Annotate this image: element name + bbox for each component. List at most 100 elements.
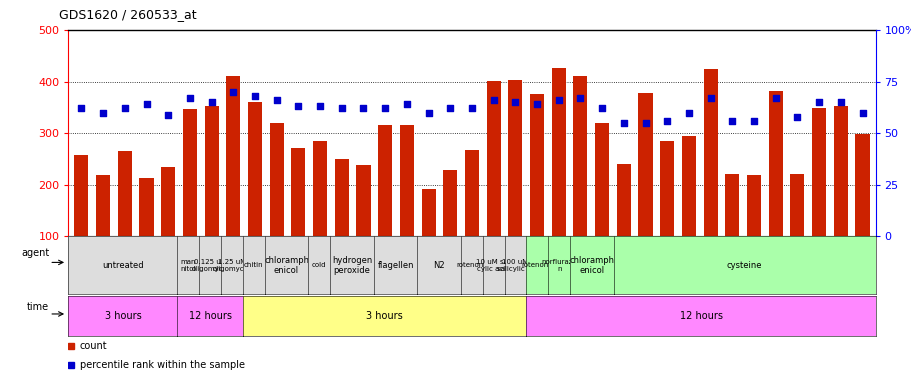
Point (551, 97, 566, 103)
Text: percentile rank within the sample: percentile rank within the sample (80, 360, 244, 369)
Point (139, 101, 154, 107)
Point (507, 99, 522, 105)
Point (724, 118, 739, 124)
Point (464, 105, 479, 111)
Bar (312, 141, 327, 236)
Bar (443, 170, 456, 236)
Text: 3 hours: 3 hours (366, 311, 403, 321)
Bar (507, 80, 522, 236)
Point (160, 112, 175, 118)
Point (269, 97, 283, 103)
Text: rotenone: rotenone (521, 262, 553, 268)
Text: agent: agent (21, 248, 49, 258)
Point (421, 110, 435, 116)
Point (811, 99, 825, 105)
Bar (421, 189, 435, 236)
Text: 3 hours: 3 hours (105, 311, 141, 321)
Point (855, 110, 869, 116)
Point (377, 105, 392, 111)
Text: 12 hours: 12 hours (679, 311, 722, 321)
Text: hydrogen
peroxide: hydrogen peroxide (332, 256, 372, 275)
Bar (291, 148, 305, 236)
Text: norflurazo
n: norflurazo n (541, 259, 577, 272)
Point (789, 114, 804, 120)
Bar (118, 151, 132, 236)
Bar (226, 76, 241, 236)
Text: chitin: chitin (244, 262, 263, 268)
Bar (248, 102, 261, 236)
Text: chloramph
enicol: chloramph enicol (264, 256, 309, 275)
Text: untreated: untreated (102, 261, 144, 270)
Text: 12 hours: 12 hours (189, 311, 231, 321)
Point (312, 103, 327, 110)
Point (291, 103, 305, 110)
Bar (638, 93, 652, 236)
Text: time: time (27, 302, 49, 312)
Point (182, 95, 197, 101)
Text: 100 uM
salicylic ac: 100 uM salicylic ac (496, 259, 534, 272)
Text: man
nitol: man nitol (180, 259, 196, 272)
Point (572, 95, 587, 101)
Bar (182, 110, 197, 236)
Bar (356, 165, 370, 236)
Point (681, 110, 695, 116)
Bar (529, 94, 544, 236)
Point (118, 105, 132, 111)
Point (702, 95, 717, 101)
Point (204, 99, 219, 105)
Bar (573, 76, 587, 236)
Text: N2: N2 (433, 261, 445, 270)
Point (399, 101, 414, 107)
Text: 0.125 uM
oligomycin: 0.125 uM oligomycin (191, 259, 229, 272)
Point (616, 120, 630, 126)
Text: count: count (80, 341, 107, 351)
Bar (139, 178, 153, 236)
Bar (96, 176, 110, 236)
Bar (855, 134, 868, 236)
Point (594, 105, 609, 111)
Bar (334, 159, 348, 236)
Bar (768, 91, 782, 236)
Bar (551, 68, 565, 236)
Bar (746, 175, 761, 236)
Bar (161, 167, 175, 236)
Text: rotenone: rotenone (456, 262, 487, 268)
Point (833, 99, 847, 105)
Bar (616, 164, 630, 236)
Point (248, 93, 262, 99)
Bar (378, 125, 392, 236)
Bar (790, 174, 804, 236)
Bar (595, 123, 609, 236)
Point (334, 105, 349, 111)
Text: 10 uM sali
cylic acid: 10 uM sali cylic acid (476, 259, 511, 272)
Point (529, 101, 544, 107)
Bar (204, 106, 219, 236)
Bar (681, 136, 695, 236)
Bar (75, 155, 88, 236)
Text: cysteine: cysteine (726, 261, 762, 270)
Bar (660, 141, 673, 236)
Bar (833, 106, 847, 236)
Point (226, 89, 241, 95)
Point (660, 118, 674, 124)
Bar (486, 81, 500, 236)
Text: GDS1620 / 260533_at: GDS1620 / 260533_at (59, 8, 197, 21)
Bar (724, 174, 739, 236)
Bar (811, 108, 825, 236)
Text: cold: cold (312, 262, 326, 268)
Bar (399, 125, 414, 236)
Bar (465, 150, 478, 236)
Bar (702, 69, 717, 236)
Bar (270, 123, 283, 236)
Point (638, 120, 652, 126)
Point (356, 105, 371, 111)
Point (96, 110, 110, 116)
Text: 1.25 uM
oligomycin: 1.25 uM oligomycin (212, 259, 251, 272)
Point (74, 105, 88, 111)
Point (443, 105, 457, 111)
Text: flagellen: flagellen (377, 261, 414, 270)
Point (746, 118, 761, 124)
Point (768, 95, 783, 101)
Text: chloramph
enicol: chloramph enicol (568, 256, 614, 275)
Point (486, 97, 500, 103)
